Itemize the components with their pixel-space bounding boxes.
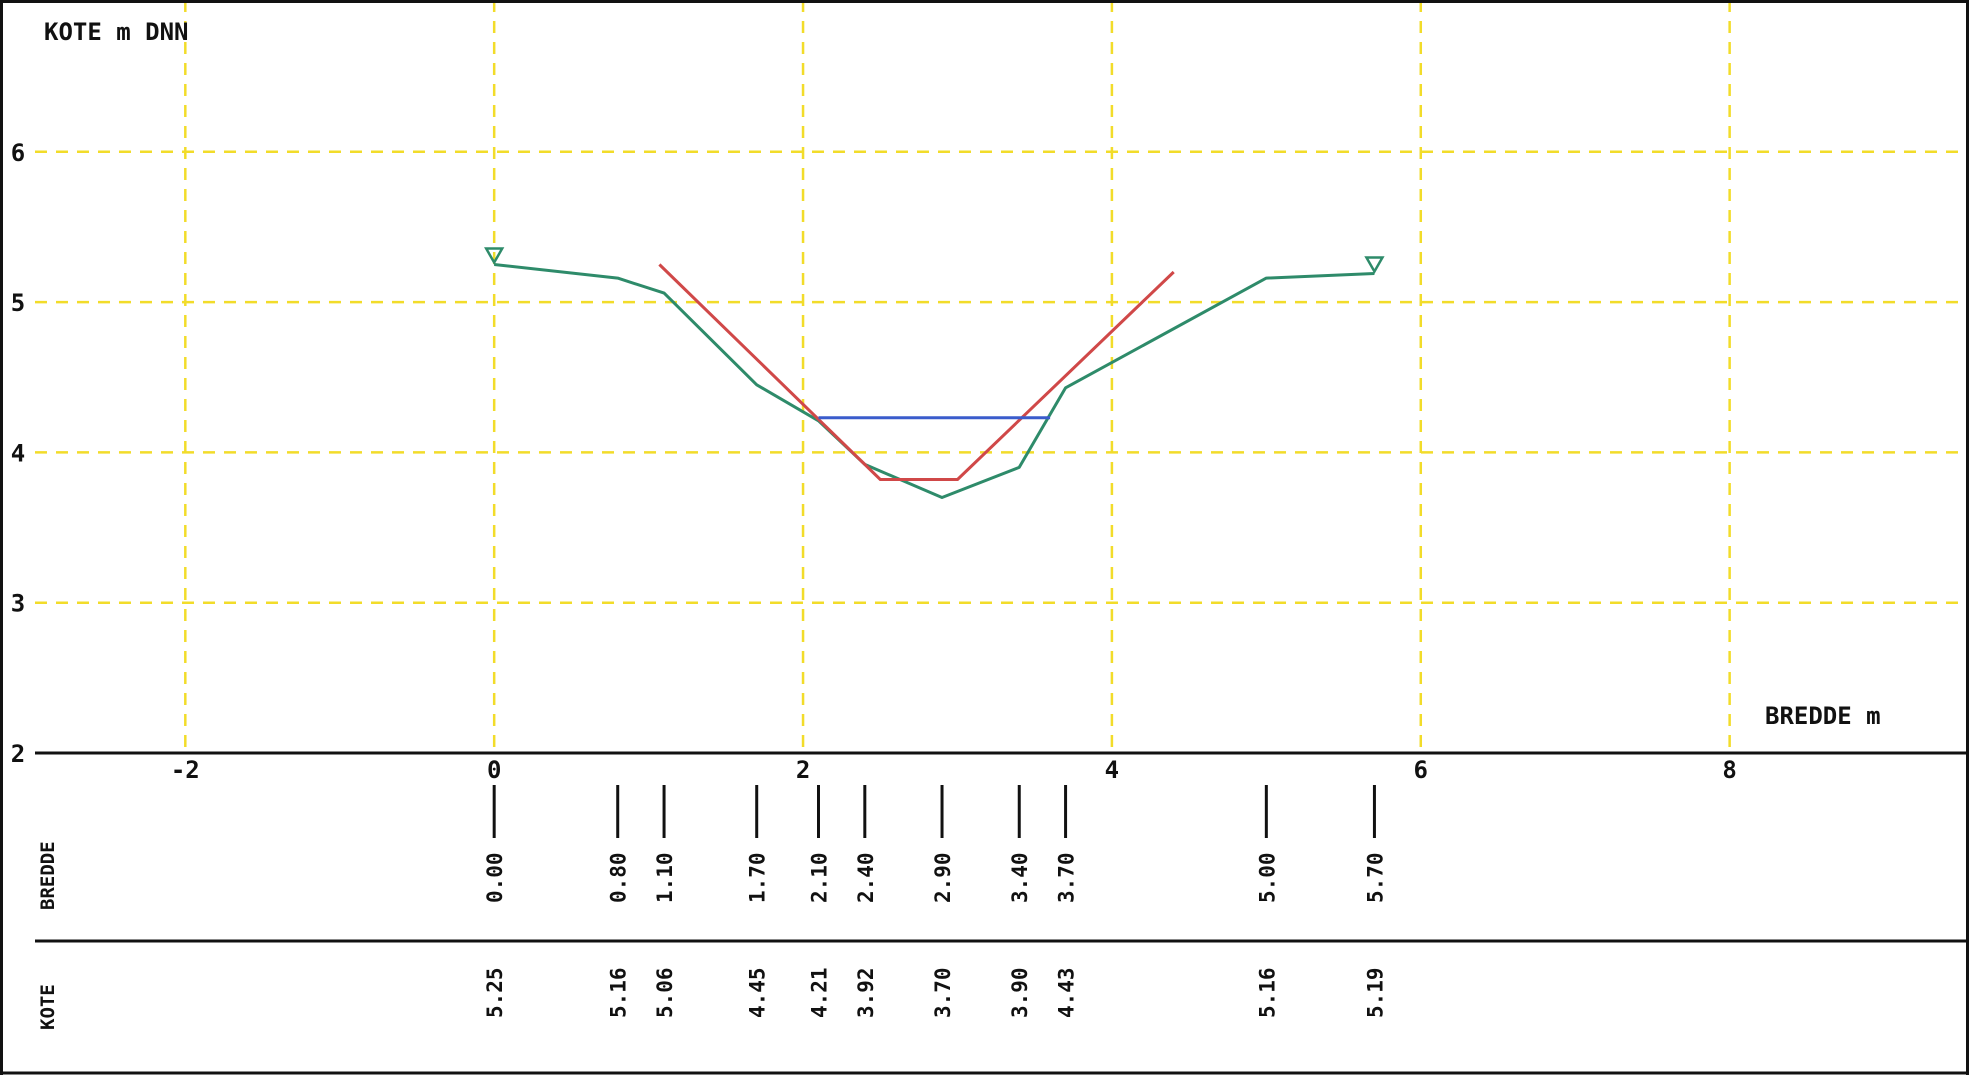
y-tick-label: 3 [11,590,25,618]
table-cell-bredde: 1.70 [746,852,770,903]
bank-marker-triangle [484,247,505,266]
table-cell-kote: 4.45 [746,967,770,1018]
table-cell-bredde: 5.00 [1255,852,1279,903]
table-cell-bredde: 0.00 [483,852,507,903]
table-cell-bredde: 2.40 [854,852,878,903]
table-cell-kote: 5.06 [653,967,677,1018]
table-row-label-bredde: BREDDE [37,841,59,910]
y-tick-label: 5 [11,289,25,317]
x-tick-label: 8 [1722,756,1736,784]
table-cell-bredde: 2.10 [807,852,831,903]
series-line-1 [494,263,1375,499]
x-tick-label: 0 [487,756,501,784]
axis-labels: KOTE m DNN BREDDE m [44,18,1881,730]
series-line-2 [658,263,1175,481]
table-cell-kote: 3.70 [931,967,955,1018]
x-axis-title: BREDDE m [1765,702,1881,730]
table-cell-bredde: 2.90 [931,852,955,903]
x-tick-label: 4 [1105,756,1119,784]
tick-labels: -2 0 2 4 6 8 2 3 4 5 6 [11,139,1737,784]
table-cell-kote: 3.92 [854,967,878,1018]
table-cell-kote: 5.16 [607,967,631,1018]
table-cell-kote: 4.43 [1055,967,1079,1018]
x-tick-label: -2 [171,756,200,784]
table-cell-bredde: 3.40 [1008,852,1032,903]
table-cell-bredde: 3.70 [1055,852,1079,903]
x-tick-label: 6 [1414,756,1428,784]
y-tick-label: 2 [11,740,25,768]
table-cell-bredde: 5.70 [1363,852,1387,903]
marker-group [484,247,1385,275]
bank-marker-triangle [1364,256,1385,275]
y-axis-title: KOTE m DNN [44,18,189,46]
table-cell-kote: 4.21 [807,967,831,1018]
series-group [494,263,1375,499]
table-row-label-kote: KOTE [37,984,59,1030]
grid [35,0,1969,755]
table-cell-kote: 5.16 [1255,967,1279,1018]
table-cell-kote: 5.25 [483,967,507,1018]
table-cell-kote: 3.90 [1008,967,1032,1018]
x-tick-label: 2 [796,756,810,784]
table-cell-bredde: 0.80 [607,852,631,903]
y-tick-label: 4 [11,439,25,467]
table-cell-bredde: 1.10 [653,852,677,903]
y-tick-label: 6 [11,139,25,167]
data-table: BREDDE KOTE 0.00 5.25 0.80 5.16 1.10 5.06 1.70… [37,785,1387,1030]
table-cell-kote: 5.19 [1363,967,1387,1018]
